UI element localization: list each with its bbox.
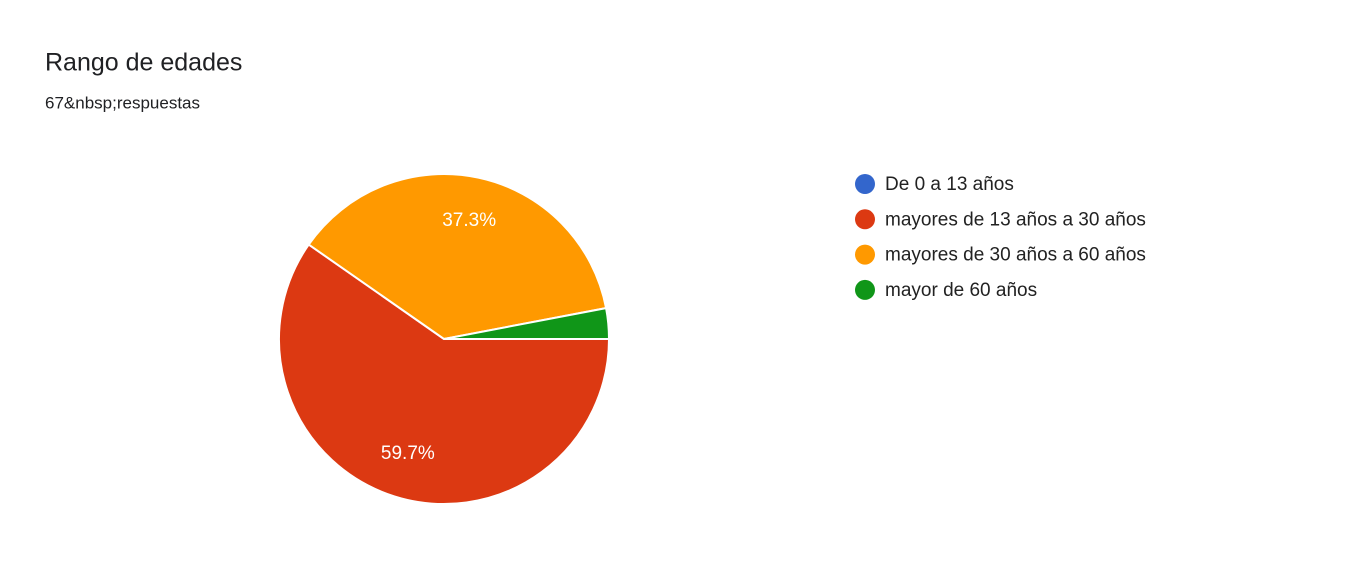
legend-swatch	[855, 279, 875, 300]
pie-slice	[278, 243, 611, 505]
legend-swatch	[855, 209, 875, 230]
pie-slice	[307, 173, 608, 341]
legend-swatch	[855, 244, 875, 265]
legend-label: De 0 a 13 años	[885, 174, 1014, 195]
legend: De 0 a 13 años mayores de 13 años a 30 añ…	[855, 174, 1146, 301]
legend-label: mayores de 13 años a 30 años	[885, 209, 1146, 230]
pie: 59.7% 37.3%	[278, 173, 611, 505]
value-label: 59.7%	[381, 443, 435, 464]
value-label: 37.3%	[442, 210, 496, 231]
chart-subtitle: 67&nbsp;respuestas	[45, 93, 200, 112]
legend-label: mayor de 60 años	[885, 280, 1037, 301]
legend-swatch	[855, 174, 875, 194]
legend-label: mayores de 30 años a 60 años	[885, 245, 1146, 266]
chart-title: Rango de edades	[45, 49, 242, 77]
pie-slice	[443, 306, 611, 340]
